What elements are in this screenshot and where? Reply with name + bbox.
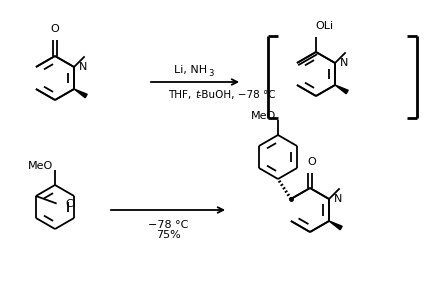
Text: OLi: OLi bbox=[315, 21, 333, 31]
Text: −78 °C: −78 °C bbox=[148, 220, 188, 230]
Text: N: N bbox=[340, 58, 349, 68]
Polygon shape bbox=[74, 89, 87, 98]
Polygon shape bbox=[335, 85, 348, 94]
Polygon shape bbox=[329, 221, 342, 230]
Text: N: N bbox=[79, 62, 87, 72]
Text: MeO: MeO bbox=[28, 161, 53, 171]
Text: N: N bbox=[334, 194, 343, 204]
Text: MeO: MeO bbox=[251, 111, 276, 121]
Text: t: t bbox=[195, 90, 199, 100]
Text: Li, NH: Li, NH bbox=[174, 65, 208, 75]
Text: O: O bbox=[308, 157, 316, 167]
Text: 75%: 75% bbox=[156, 230, 180, 240]
Text: O: O bbox=[50, 24, 59, 34]
Text: THF,: THF, bbox=[168, 90, 195, 100]
Text: Cl: Cl bbox=[66, 198, 76, 208]
Text: -BuOH, −78 °C: -BuOH, −78 °C bbox=[198, 90, 276, 100]
Text: 3: 3 bbox=[208, 69, 214, 78]
